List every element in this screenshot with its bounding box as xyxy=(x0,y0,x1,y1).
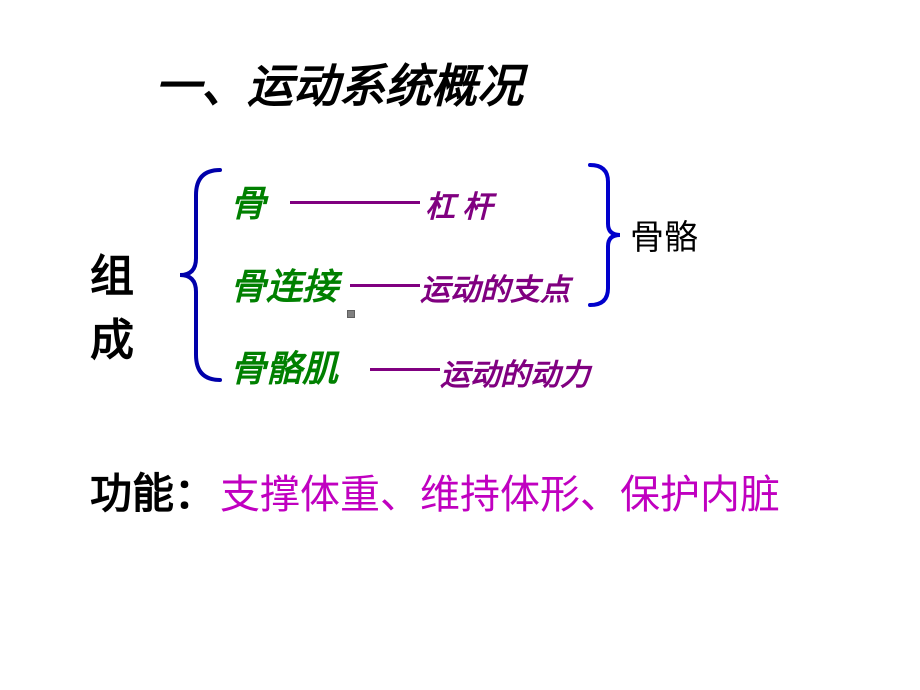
item-muscle-desc: 运动的动力 xyxy=(440,350,590,394)
item-joint-label: 骨连接 xyxy=(230,258,338,310)
item-muscle-line xyxy=(370,368,440,371)
composition-char2: 成 xyxy=(90,304,134,368)
composition-label: 组 成 xyxy=(90,240,134,368)
function-label: 功能： xyxy=(90,460,216,521)
item-joint-line xyxy=(350,284,420,287)
composition-char1: 组 xyxy=(90,240,134,304)
right-brace-icon xyxy=(590,165,620,305)
item-bone-label: 骨 xyxy=(230,175,266,227)
item-joint-desc: 运动的支点 xyxy=(420,265,570,309)
item-muscle-label: 骨骼肌 xyxy=(230,340,338,392)
skeleton-label: 骨骼 xyxy=(630,210,698,259)
page-title: 一、运动系统概况 xyxy=(155,50,523,116)
left-brace-icon xyxy=(180,170,220,380)
item-bone-line xyxy=(290,201,420,204)
center-marker-icon xyxy=(347,310,355,318)
function-desc: 支撑体重、维持体形、保护内脏 xyxy=(220,462,780,520)
item-bone-desc: 杠 杆 xyxy=(425,182,493,226)
